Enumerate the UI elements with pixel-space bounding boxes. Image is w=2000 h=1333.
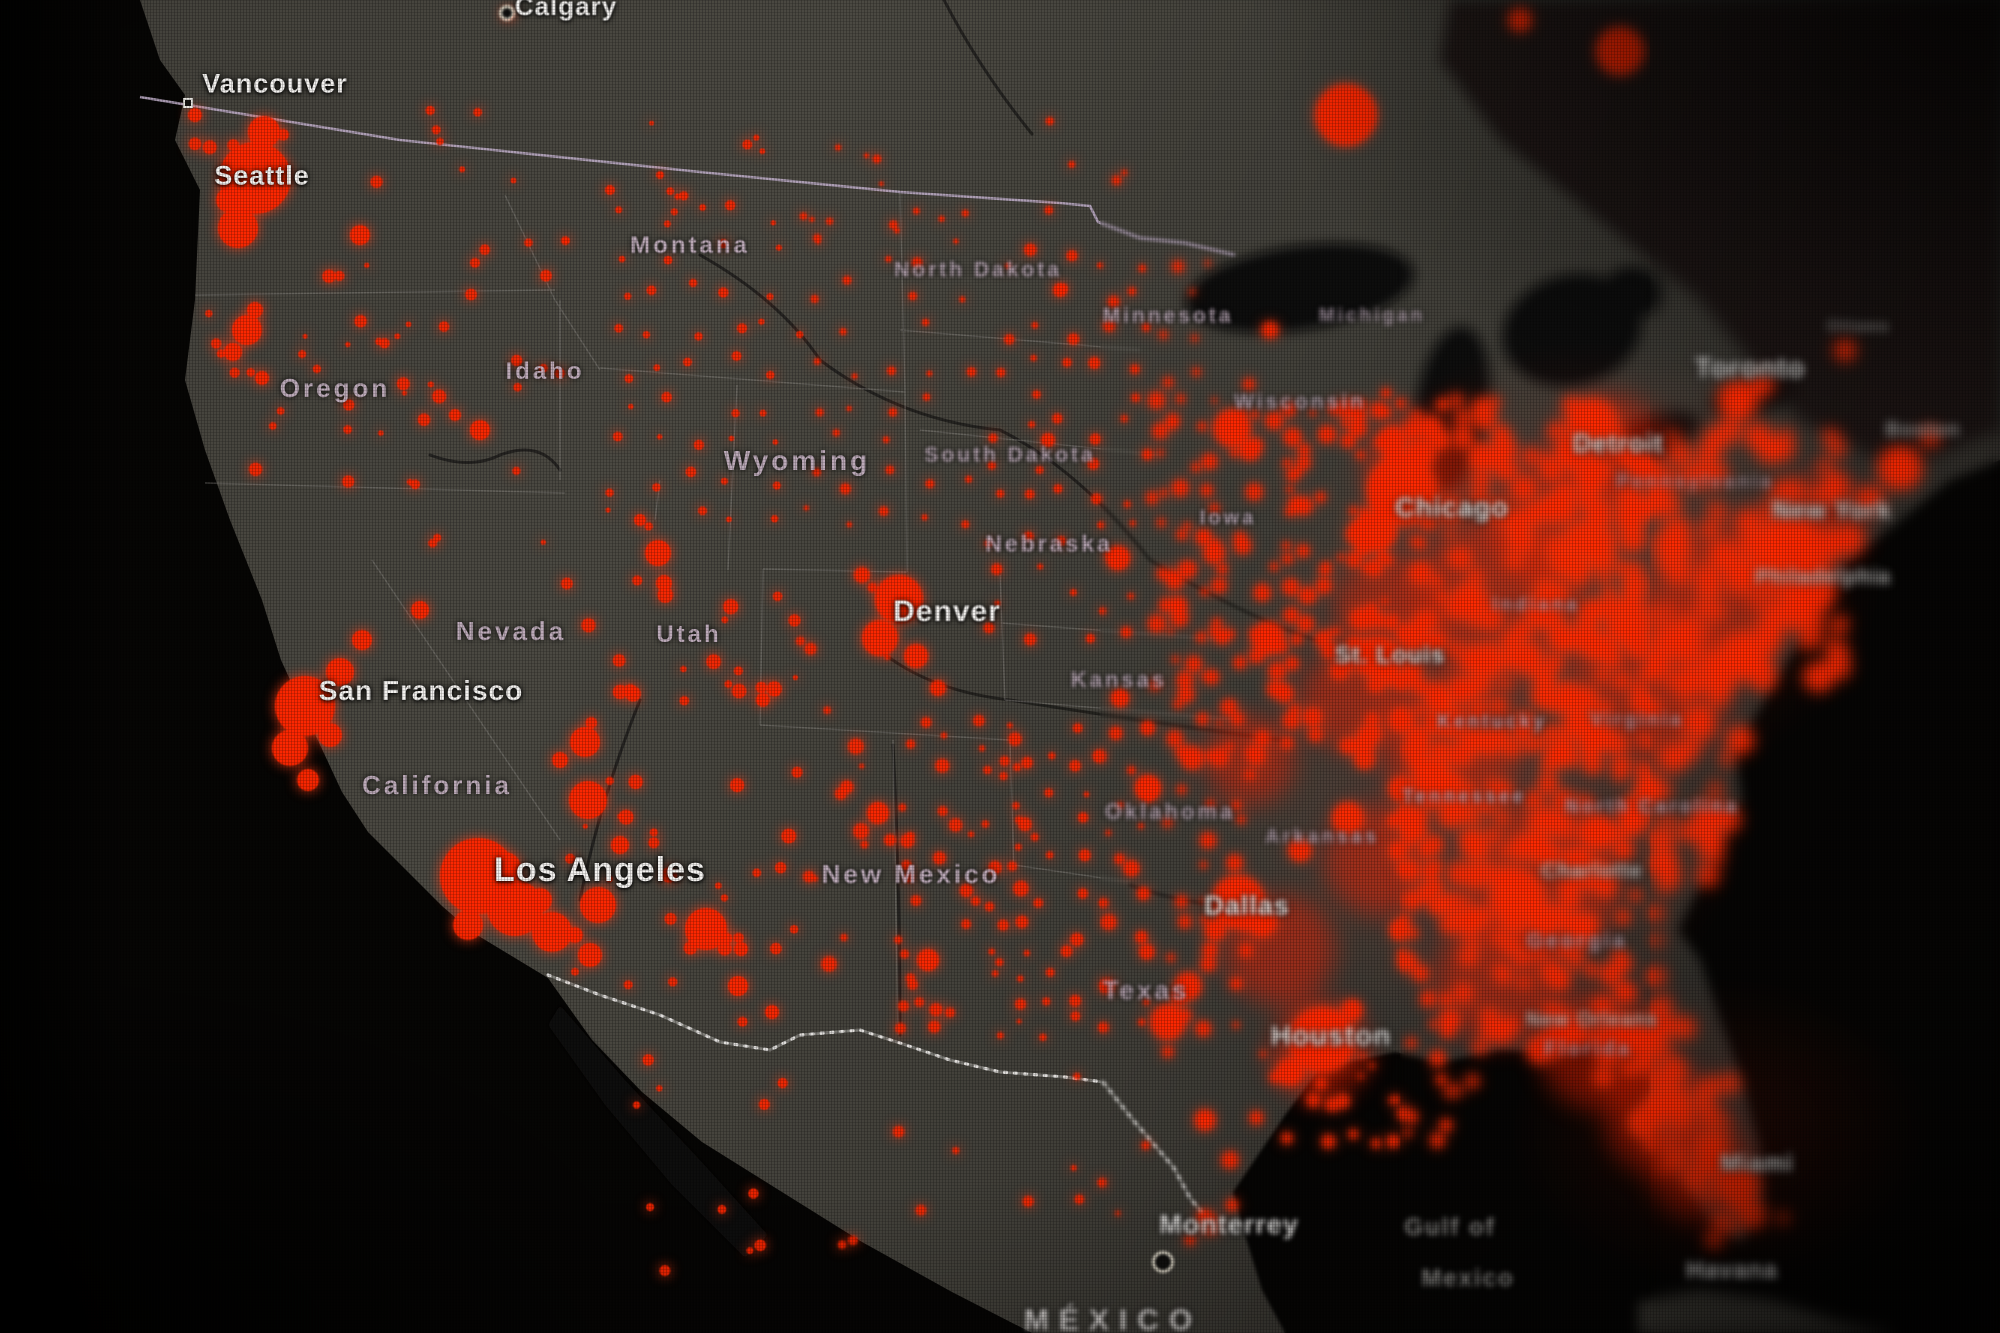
photo-of-monitor: VancouverCalgarySeattleSan FranciscoLos … [0, 0, 2000, 1333]
photo-vignette [0, 0, 2000, 1333]
